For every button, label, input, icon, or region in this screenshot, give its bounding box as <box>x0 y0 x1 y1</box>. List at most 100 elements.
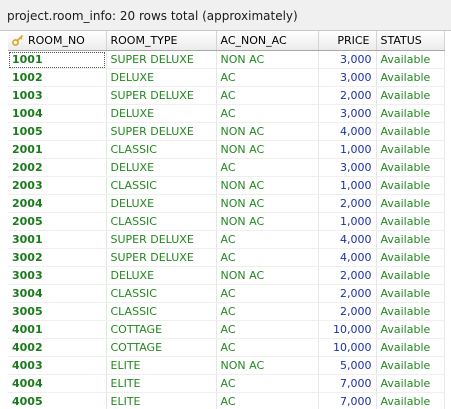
cell-room-type[interactable]: ELITE <box>106 356 217 375</box>
cell-status[interactable]: Available <box>376 212 445 231</box>
cell-room-type[interactable]: SUPER DELUXE <box>106 50 217 69</box>
cell-price[interactable]: 4,000 <box>318 248 377 267</box>
cell-price[interactable]: 3,000 <box>318 68 377 87</box>
cell-price[interactable]: 3,000 <box>318 158 377 177</box>
cell-status[interactable]: Available <box>376 104 445 123</box>
cell-ac-non-ac[interactable]: NON AC <box>216 50 319 69</box>
cell-room-type[interactable]: ELITE <box>106 392 217 409</box>
column-header-status[interactable]: STATUS <box>376 31 445 51</box>
cell-ac-non-ac[interactable]: NON AC <box>216 140 319 159</box>
cell-room-type[interactable]: SUPER DELUXE <box>106 230 217 249</box>
cell-price[interactable]: 7,000 <box>318 392 377 409</box>
cell-room-type[interactable]: SUPER DELUXE <box>106 86 217 105</box>
cell-room-type[interactable]: SUPER DELUXE <box>106 122 217 141</box>
cell-price[interactable]: 3,000 <box>318 104 377 123</box>
cell-ac-non-ac[interactable]: AC <box>216 248 319 267</box>
table-row[interactable]: 4005 ELITE AC 7,000 Available <box>8 392 445 409</box>
cell-room-type[interactable]: DELUXE <box>106 266 217 285</box>
cell-ac-non-ac[interactable]: NON AC <box>216 356 319 375</box>
cell-price[interactable]: 2,000 <box>318 86 377 105</box>
cell-status[interactable]: Available <box>376 176 445 195</box>
cell-status[interactable]: Available <box>376 284 445 303</box>
cell-room-no[interactable]: 1001 <box>8 50 107 69</box>
cell-room-type[interactable]: CLASSIC <box>106 212 217 231</box>
table-row[interactable]: 1005 SUPER DELUXE NON AC 4,000 Available <box>8 122 445 141</box>
cell-room-no[interactable]: 2005 <box>8 212 107 231</box>
table-row[interactable]: 4002 COTTAGE AC 10,000 Available <box>8 338 445 357</box>
cell-ac-non-ac[interactable]: AC <box>216 68 319 87</box>
cell-status[interactable]: Available <box>376 392 445 409</box>
cell-status[interactable]: Available <box>376 356 445 375</box>
cell-status[interactable]: Available <box>376 302 445 321</box>
cell-status[interactable]: Available <box>376 50 445 69</box>
cell-status[interactable]: Available <box>376 86 445 105</box>
cell-room-no[interactable]: 3001 <box>8 230 107 249</box>
cell-status[interactable]: Available <box>376 158 445 177</box>
cell-price[interactable]: 1,000 <box>318 176 377 195</box>
table-row[interactable]: 1002 DELUXE AC 3,000 Available <box>8 68 445 87</box>
cell-room-no[interactable]: 4005 <box>8 392 107 409</box>
cell-status[interactable]: Available <box>376 266 445 285</box>
cell-ac-non-ac[interactable]: AC <box>216 320 319 339</box>
cell-ac-non-ac[interactable]: AC <box>216 230 319 249</box>
table-row[interactable]: 4001 COTTAGE AC 10,000 Available <box>8 320 445 339</box>
column-header-price[interactable]: PRICE <box>318 31 377 51</box>
cell-status[interactable]: Available <box>376 248 445 267</box>
table-row[interactable]: 1001 SUPER DELUXE NON AC 3,000 Available <box>8 50 445 69</box>
cell-room-type[interactable]: SUPER DELUXE <box>106 248 217 267</box>
cell-room-no[interactable]: 3002 <box>8 248 107 267</box>
cell-room-no[interactable]: 2003 <box>8 176 107 195</box>
cell-ac-non-ac[interactable]: AC <box>216 302 319 321</box>
cell-price[interactable]: 4,000 <box>318 230 377 249</box>
cell-room-no[interactable]: 4001 <box>8 320 107 339</box>
cell-ac-non-ac[interactable]: AC <box>216 392 319 409</box>
cell-room-no[interactable]: 2002 <box>8 158 107 177</box>
cell-status[interactable]: Available <box>376 338 445 357</box>
cell-status[interactable]: Available <box>376 194 445 213</box>
table-row[interactable]: 1003 SUPER DELUXE AC 2,000 Available <box>8 86 445 105</box>
cell-status[interactable]: Available <box>376 320 445 339</box>
cell-room-no[interactable]: 1003 <box>8 86 107 105</box>
cell-status[interactable]: Available <box>376 230 445 249</box>
cell-status[interactable]: Available <box>376 68 445 87</box>
cell-price[interactable]: 10,000 <box>318 320 377 339</box>
cell-room-type[interactable]: CLASSIC <box>106 140 217 159</box>
column-header-room-type[interactable]: ROOM_TYPE <box>106 31 217 51</box>
data-grid[interactable]: ROOM_NO ROOM_TYPE AC_NON_AC PRICE STATUS… <box>0 31 451 409</box>
table-row[interactable]: 3005 CLASSIC AC 2,000 Available <box>8 302 445 321</box>
cell-room-no[interactable]: 4004 <box>8 374 107 393</box>
cell-ac-non-ac[interactable]: AC <box>216 284 319 303</box>
cell-room-no[interactable]: 1005 <box>8 122 107 141</box>
cell-room-type[interactable]: ELITE <box>106 374 217 393</box>
cell-ac-non-ac[interactable]: AC <box>216 338 319 357</box>
column-header-room-no[interactable]: ROOM_NO <box>8 31 107 51</box>
table-row[interactable]: 3003 DELUXE NON AC 2,000 Available <box>8 266 445 285</box>
cell-room-type[interactable]: DELUXE <box>106 104 217 123</box>
table-row[interactable]: 4004 ELITE AC 7,000 Available <box>8 374 445 393</box>
cell-room-type[interactable]: COTTAGE <box>106 338 217 357</box>
cell-room-type[interactable]: DELUXE <box>106 194 217 213</box>
cell-ac-non-ac[interactable]: NON AC <box>216 266 319 285</box>
cell-ac-non-ac[interactable]: NON AC <box>216 176 319 195</box>
cell-price[interactable]: 1,000 <box>318 212 377 231</box>
cell-ac-non-ac[interactable]: NON AC <box>216 194 319 213</box>
cell-room-no[interactable]: 3004 <box>8 284 107 303</box>
cell-ac-non-ac[interactable]: AC <box>216 158 319 177</box>
cell-room-no[interactable]: 1004 <box>8 104 107 123</box>
cell-room-no[interactable]: 2001 <box>8 140 107 159</box>
cell-room-type[interactable]: CLASSIC <box>106 302 217 321</box>
table-row[interactable]: 2004 DELUXE NON AC 2,000 Available <box>8 194 445 213</box>
cell-ac-non-ac[interactable]: NON AC <box>216 122 319 141</box>
table-row[interactable]: 2005 CLASSIC NON AC 1,000 Available <box>8 212 445 231</box>
cell-room-no[interactable]: 3003 <box>8 266 107 285</box>
cell-price[interactable]: 2,000 <box>318 302 377 321</box>
column-header-ac-non-ac[interactable]: AC_NON_AC <box>216 31 319 51</box>
cell-price[interactable]: 2,000 <box>318 266 377 285</box>
cell-room-no[interactable]: 3005 <box>8 302 107 321</box>
cell-room-no[interactable]: 4002 <box>8 338 107 357</box>
cell-ac-non-ac[interactable]: NON AC <box>216 212 319 231</box>
table-row[interactable]: 2002 DELUXE AC 3,000 Available <box>8 158 445 177</box>
cell-room-type[interactable]: COTTAGE <box>106 320 217 339</box>
table-row[interactable]: 2001 CLASSIC NON AC 1,000 Available <box>8 140 445 159</box>
cell-price[interactable]: 7,000 <box>318 374 377 393</box>
